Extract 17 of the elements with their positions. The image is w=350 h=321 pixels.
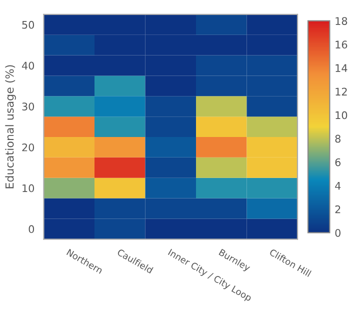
color-bar-label: 0 (335, 228, 340, 237)
color-bar-label: 4 (335, 182, 341, 190)
y-tick-label: 50 (22, 20, 34, 29)
color-bar-label: 12 (336, 88, 347, 96)
color-bar-label: 10 (336, 111, 348, 120)
y-tick-label: 20 (22, 143, 34, 152)
color-bar-label: 6 (335, 158, 341, 166)
color-bar-label: 2 (335, 205, 340, 214)
y-axis-title: Educational usage (%) (5, 65, 16, 188)
y-tick-label: 40 (22, 62, 34, 70)
color-bar-label: 18 (336, 17, 348, 25)
color-bar-label: 8 (335, 134, 340, 143)
y-tick-label: 30 (22, 102, 34, 110)
y-tick-label: 0 (28, 225, 34, 234)
color-bar-label: 16 (336, 40, 348, 49)
y-tick-label: 10 (22, 184, 34, 192)
color-bar-label: 14 (336, 64, 348, 72)
